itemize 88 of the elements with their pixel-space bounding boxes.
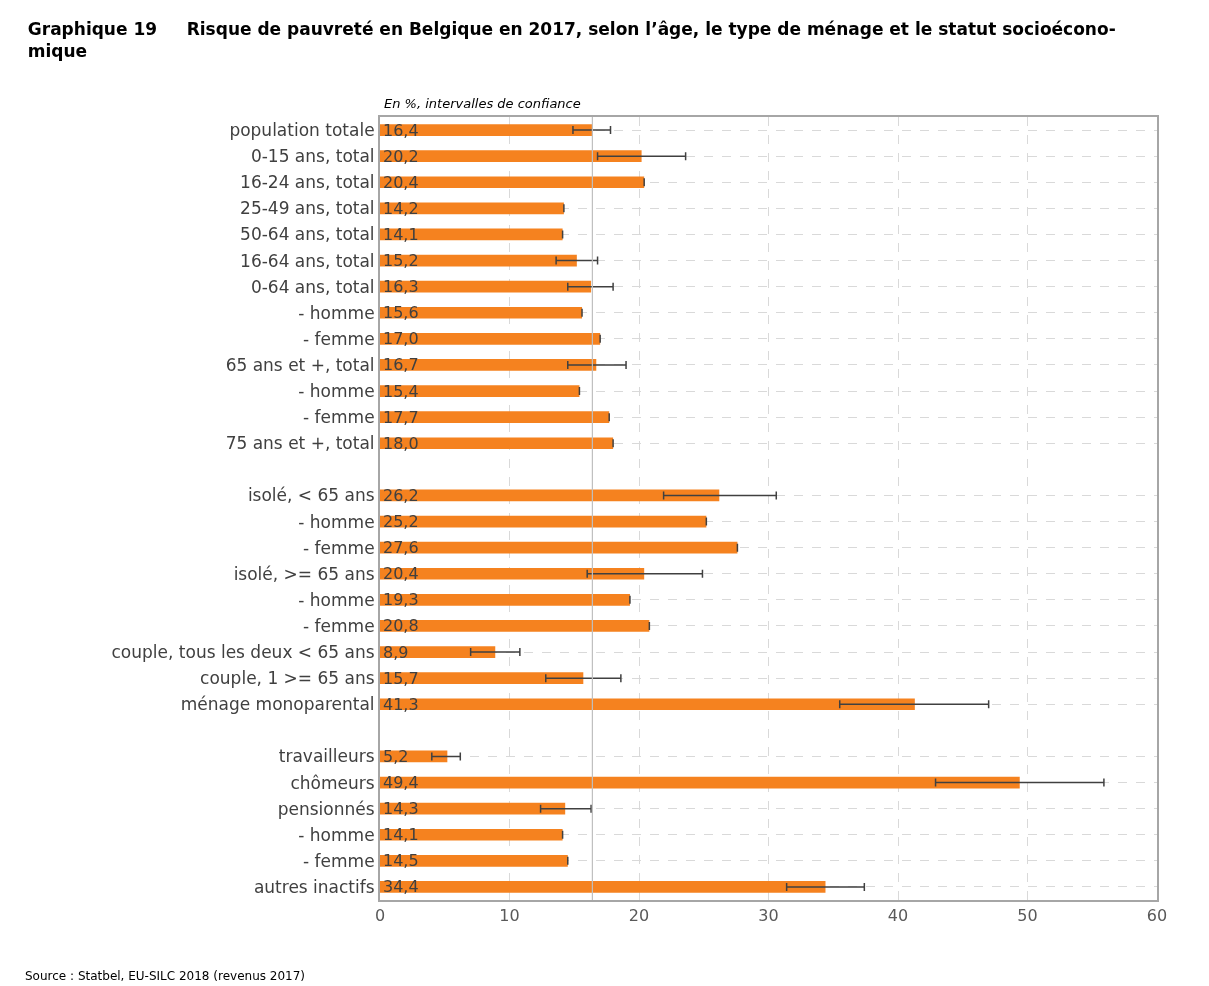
data-label: 20,2	[383, 146, 419, 166]
bar	[380, 776, 1020, 789]
bar	[380, 828, 563, 841]
bar	[380, 332, 601, 345]
data-label: 16,7	[383, 355, 419, 375]
y-tick-label: - femme	[303, 407, 375, 428]
data-label: 14,5	[383, 851, 419, 871]
chart-subtitle: En %, intervalles de confiance	[384, 96, 581, 111]
y-tick-label: 16-24 ans, total	[240, 172, 375, 193]
data-label: 34,4	[383, 877, 419, 897]
bar	[380, 385, 580, 397]
data-label: 16,4	[383, 120, 419, 140]
bar	[380, 620, 650, 632]
y-tick-label: - femme	[303, 615, 375, 636]
y-tick-label: - homme	[298, 302, 375, 323]
data-label: 15,7	[383, 668, 419, 688]
bar	[380, 672, 584, 685]
data-label: 19,3	[383, 590, 419, 610]
bar	[380, 176, 645, 189]
data-label: 18,0	[383, 433, 419, 453]
data-label: 15,2	[383, 251, 419, 271]
bar	[380, 306, 583, 319]
y-tick-label: couple, tous les deux < 65 ans	[111, 642, 375, 662]
y-tick-label: - femme	[303, 850, 375, 871]
bar	[380, 698, 915, 711]
bar	[380, 881, 826, 893]
x-tick-label: 60	[1146, 906, 1168, 926]
y-tick-label: chômeurs	[290, 772, 375, 793]
bar	[380, 359, 597, 371]
y-tick-label: pensionnés	[277, 798, 375, 819]
y-tick-label: isolé, < 65 ans	[247, 485, 375, 506]
bar	[380, 802, 566, 815]
data-label: 20,4	[383, 564, 419, 584]
data-label: 14,2	[383, 198, 419, 218]
bar	[380, 280, 592, 293]
bar	[380, 567, 645, 580]
data-label: 14,3	[383, 799, 419, 819]
data-label: 27,6	[383, 538, 419, 558]
y-tick-label: - homme	[298, 589, 375, 610]
y-tick-label: 65 ans et +, total	[225, 354, 375, 375]
bar	[380, 202, 564, 215]
data-label: 20,4	[383, 172, 419, 192]
y-tick-label: 0-15 ans, total	[250, 146, 375, 167]
bar	[380, 124, 593, 136]
y-tick-label: - homme	[298, 381, 375, 401]
x-tick-label: 40	[887, 906, 909, 926]
data-label: 16,3	[383, 277, 419, 297]
x-tick-label: 10	[499, 906, 520, 926]
source-note: Source : Statbel, EU-SILC 2018 (revenus 2017)	[25, 969, 306, 983]
bar	[380, 541, 738, 554]
x-tick-label: 0	[374, 906, 386, 926]
data-label: 20,8	[383, 616, 419, 636]
data-label: 26,2	[383, 485, 419, 505]
bar	[380, 411, 610, 424]
data-label: 49,4	[383, 773, 419, 793]
data-label: 17,7	[383, 407, 419, 427]
y-tick-label: isolé, >= 65 ans	[233, 563, 375, 584]
data-label: 17,0	[383, 329, 419, 349]
x-tick-label: 20	[628, 906, 650, 926]
y-tick-label: - homme	[298, 824, 375, 845]
data-label: 14,1	[383, 825, 419, 845]
y-tick-label: ménage monoparental	[180, 694, 375, 715]
data-label: 41,3	[383, 694, 419, 714]
bar	[380, 854, 568, 867]
y-tick-label: autres inactifs	[253, 876, 375, 897]
y-tick-label: 16-64 ans, total	[240, 250, 375, 271]
data-label: 15,6	[383, 303, 419, 323]
y-tick-label: 0-64 ans, total	[250, 276, 375, 297]
data-label: 25,2	[383, 512, 419, 532]
y-tick-label: travailleurs	[278, 746, 375, 767]
data-label: 8,9	[383, 642, 409, 662]
data-label: 5,2	[383, 746, 409, 766]
y-tick-label: - homme	[298, 511, 375, 532]
y-tick-label: 25-49 ans, total	[240, 198, 375, 219]
y-tick-label: population totale	[229, 120, 375, 140]
y-tick-label: - femme	[303, 328, 375, 349]
data-label: 15,4	[383, 381, 419, 401]
bar	[380, 437, 614, 450]
data-label: 14,1	[383, 224, 419, 244]
y-tick-label: 75 ans et +, total	[225, 433, 375, 454]
chart-title: Graphique 19 Risque de pauvreté en Belgique en 2017, selon l’âge, le type de ménage et le statut socioécono- mique	[27, 18, 1116, 61]
x-tick-label: 50	[1017, 906, 1038, 926]
bar	[380, 150, 642, 163]
x-tick-label: 30	[758, 906, 779, 926]
bar	[380, 593, 630, 606]
y-tick-label: - femme	[303, 537, 375, 558]
y-tick-label: 50-64 ans, total	[240, 224, 375, 245]
y-tick-label: couple, 1 >= 65 ans	[200, 668, 375, 689]
